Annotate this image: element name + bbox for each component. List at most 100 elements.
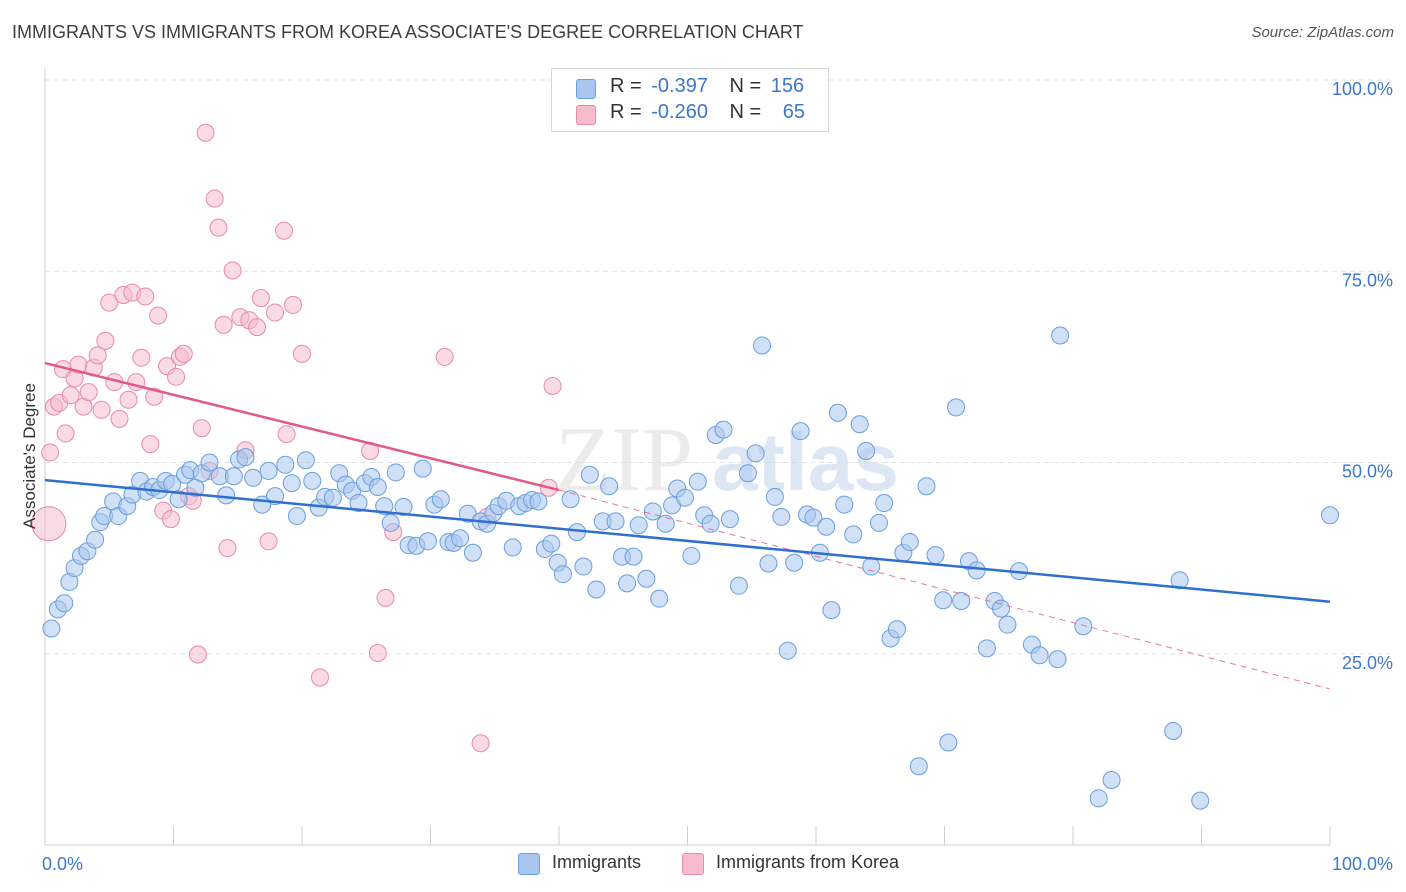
- immigrants-point: [529, 492, 548, 511]
- legend-swatch-pink: [682, 853, 704, 875]
- korea-point: [92, 400, 111, 419]
- correlation-legend: R = -0.397 N = 156 R = -0.260 N = 65: [551, 68, 829, 132]
- immigrants-point: [785, 553, 804, 572]
- tick-labels: 25.0% 50.0% 75.0% 100.0% 0.0% 100.0%: [42, 79, 1393, 874]
- immigrants-points: [42, 326, 1339, 810]
- immigrants-point: [1089, 789, 1108, 808]
- korea-point: [214, 315, 233, 334]
- immigrants-point: [850, 415, 869, 434]
- immigrants-point: [1074, 617, 1093, 636]
- korea-point: [79, 383, 98, 402]
- r-label: R =: [610, 101, 642, 123]
- n-label: N =: [729, 101, 762, 123]
- korea-point: [310, 668, 329, 687]
- immigrants-point: [817, 517, 836, 536]
- immigrants-point: [618, 574, 637, 593]
- korea-point: [471, 734, 490, 753]
- immigrants-point: [1164, 722, 1183, 741]
- x-tick-label: 100.0%: [1332, 854, 1393, 874]
- korea-point: [132, 348, 151, 367]
- immigrants-point: [926, 546, 945, 565]
- korea-point: [96, 331, 115, 350]
- korea-point: [41, 443, 60, 462]
- korea-point: [188, 645, 207, 664]
- korea-point: [56, 424, 75, 443]
- immigrants-point: [349, 494, 368, 513]
- immigrants-point: [463, 543, 482, 562]
- immigrants-point: [1102, 770, 1121, 789]
- korea-point: [277, 425, 296, 444]
- korea-point: [136, 287, 155, 306]
- y-tick-label: 50.0%: [1342, 462, 1393, 482]
- immigrants-point: [451, 529, 470, 548]
- immigrants-point: [822, 601, 841, 620]
- immigrants-point: [650, 589, 669, 608]
- immigrants-point: [778, 641, 797, 660]
- immigrants-point: [542, 534, 561, 553]
- korea-point: [161, 510, 180, 529]
- korea-point: [88, 346, 107, 365]
- immigrants-point: [844, 525, 863, 544]
- immigrants-point: [287, 507, 306, 526]
- immigrants-point: [574, 557, 593, 576]
- korea-point: [205, 189, 224, 208]
- korea-point: [100, 293, 119, 312]
- immigrants-point: [835, 495, 854, 514]
- korea-point: [61, 386, 80, 405]
- immigrants-point: [296, 451, 315, 470]
- korea-point: [192, 419, 211, 438]
- immigrants-point: [804, 508, 823, 527]
- immigrants-point: [381, 513, 400, 532]
- y-axis-label: Associate's Degree: [20, 383, 39, 529]
- immigrants-point: [200, 453, 219, 472]
- immigrants-point: [759, 554, 778, 573]
- y-tick-label: 100.0%: [1332, 79, 1393, 99]
- immigrants-point: [394, 497, 413, 516]
- immigrants-point: [967, 561, 986, 580]
- immigrants-point: [303, 471, 322, 490]
- legend-swatch-blue: [576, 79, 596, 99]
- n-label: N =: [729, 75, 762, 97]
- korea-point: [119, 390, 138, 409]
- immigrants-point: [1030, 646, 1049, 665]
- immigrants-point: [682, 546, 701, 565]
- korea-points: [31, 123, 562, 753]
- immigrants-trend-line: [44, 478, 1331, 603]
- immigrants-point: [656, 514, 675, 533]
- korea-point: [284, 295, 303, 314]
- immigrants-point: [55, 594, 74, 613]
- immigrants-point: [624, 547, 643, 566]
- immigrants-point: [1170, 571, 1189, 590]
- immigrants-point: [86, 530, 105, 549]
- immigrants-point: [224, 467, 243, 486]
- immigrants-point: [772, 507, 791, 526]
- immigrants-point: [503, 538, 522, 557]
- immigrants-point: [791, 422, 810, 441]
- immigrants-point: [600, 477, 619, 496]
- korea-point: [248, 318, 267, 337]
- immigrants-point: [1051, 326, 1070, 345]
- immigrants-point: [688, 472, 707, 491]
- immigrants-point: [561, 490, 580, 509]
- immigrants-point: [386, 463, 405, 482]
- immigrants-point: [947, 398, 966, 417]
- immigrants-point: [643, 502, 662, 521]
- n-value: 156: [770, 75, 805, 97]
- immigrants-point: [701, 514, 720, 533]
- source-label: Source: ZipAtlas.com: [1251, 24, 1394, 41]
- immigrants-point: [900, 533, 919, 552]
- korea-point: [368, 643, 387, 662]
- r-value: -0.260: [651, 101, 708, 123]
- immigrants-point: [828, 403, 847, 422]
- immigrants-point: [857, 442, 876, 461]
- korea-point: [174, 344, 193, 363]
- immigrants-point: [869, 513, 888, 532]
- immigrants-point: [738, 464, 757, 483]
- immigrants-point: [629, 516, 648, 535]
- korea-point: [251, 289, 270, 308]
- immigrants-point: [413, 459, 432, 478]
- immigrants-point: [977, 639, 996, 658]
- grid-lines: [45, 79, 1395, 655]
- immigrants-point: [746, 444, 765, 463]
